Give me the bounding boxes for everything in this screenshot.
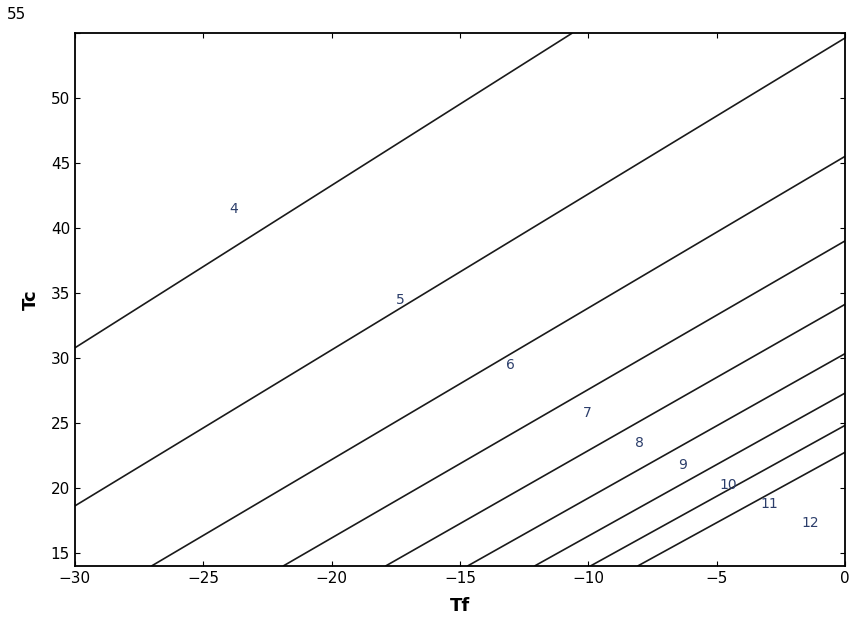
Text: 6: 6 [506,358,515,371]
Text: 11: 11 [760,497,778,511]
Text: 7: 7 [584,406,592,420]
Y-axis label: Tc: Tc [21,289,39,310]
Text: 55: 55 [7,7,27,22]
Text: 12: 12 [801,516,819,530]
Text: 10: 10 [719,478,737,493]
X-axis label: Tf: Tf [450,597,470,615]
Text: 4: 4 [229,202,237,216]
Text: 9: 9 [679,458,687,471]
Text: 5: 5 [396,292,405,307]
Text: 8: 8 [635,435,644,450]
